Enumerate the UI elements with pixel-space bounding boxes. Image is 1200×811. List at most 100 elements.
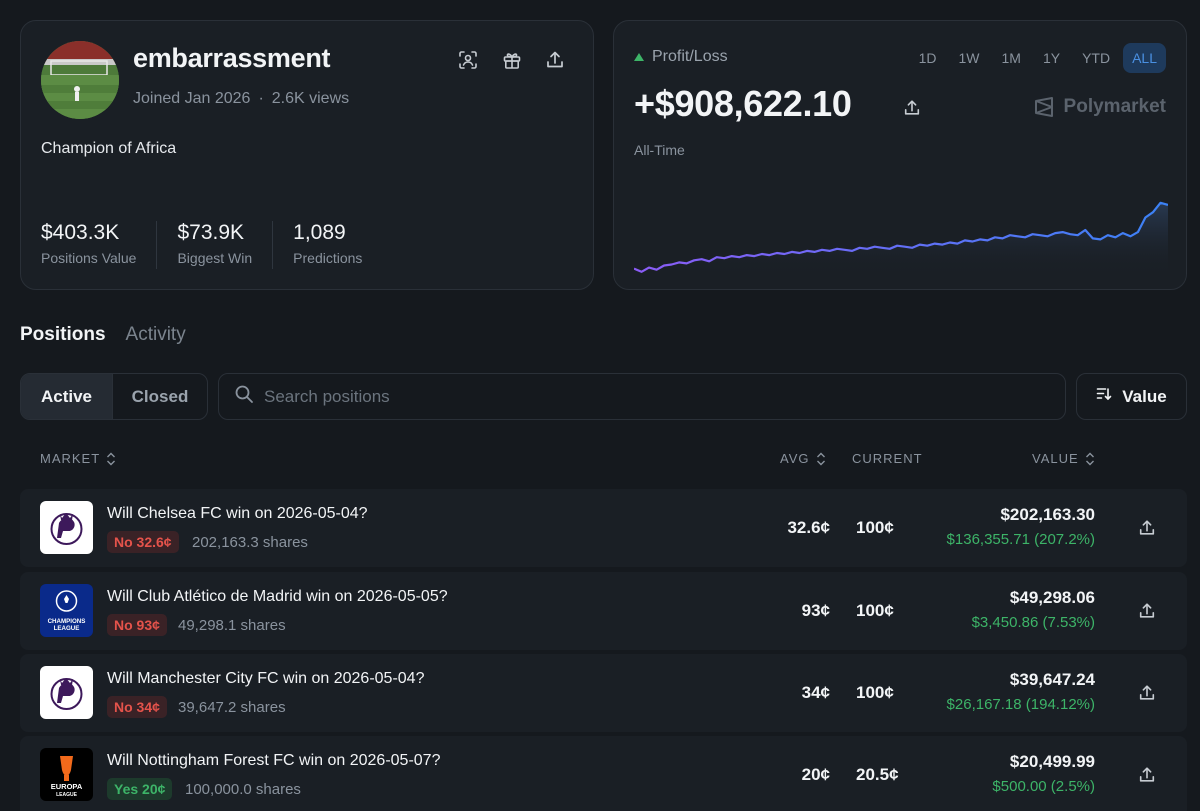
position-gain: $500.00 (2.5%): [992, 778, 1095, 795]
pnl-card: Profit/Loss 1D 1W 1M 1Y YTD ALL +$908,62…: [613, 20, 1187, 290]
search-box: [218, 373, 1066, 420]
search-input[interactable]: [264, 386, 1044, 407]
stat-label: Positions Value: [41, 250, 137, 266]
champions-league-logo: CHAMPIONS LEAGUE: [40, 584, 93, 637]
share-count: 100,000.0 shares: [185, 781, 301, 798]
pnl-title: Profit/Loss: [634, 48, 728, 66]
outcome-badge: Yes 20¢: [107, 778, 173, 800]
pnl-line: [634, 201, 1168, 273]
share-icon[interactable]: [1135, 681, 1159, 705]
sort-chevrons-icon: [816, 452, 825, 465]
pnl-period: All-Time: [634, 142, 685, 158]
table-row[interactable]: Will Chelsea FC win on 2026-05-04? No 32…: [20, 489, 1187, 567]
search-icon: [234, 384, 254, 409]
header-market-label: MARKET: [40, 451, 101, 466]
share-icon[interactable]: [1135, 599, 1159, 623]
table-row[interactable]: EUROPA LEAGUE Will Nottingham Forest FC …: [20, 736, 1187, 811]
status-toggle: Active Closed: [20, 373, 208, 420]
profile-card: embarrassment Joined Jan 2026 · 2.6K views…: [20, 20, 594, 290]
logo-text: LEAGUE: [54, 625, 80, 632]
tab-activity[interactable]: Activity: [125, 324, 186, 345]
sort-label: Value: [1122, 386, 1167, 406]
tab-positions[interactable]: Positions: [20, 324, 106, 345]
range-selector: 1D 1W 1M 1Y YTD ALL: [910, 43, 1166, 73]
avg-price: 34¢: [801, 683, 830, 702]
table-row[interactable]: Will Manchester City FC win on 2026-05-0…: [20, 654, 1187, 732]
range-ytd[interactable]: YTD: [1082, 50, 1111, 66]
header-value-label: VALUE: [1032, 451, 1079, 466]
stat-predictions: 1,089 Predictions: [293, 221, 382, 269]
position-gain: $136,355.71 (207.2%): [946, 531, 1095, 548]
header-avg-label: AVG: [780, 451, 810, 466]
premier-league-logo: [40, 666, 93, 719]
separator-dot: ·: [258, 90, 264, 107]
stat-biggest-win: $73.9K Biggest Win: [177, 221, 274, 269]
sort-icon: [1096, 386, 1112, 407]
gift-icon[interactable]: [500, 48, 524, 72]
position-value: $202,163.30: [1000, 505, 1095, 524]
position-value: $49,298.06: [1009, 588, 1095, 607]
position-gain: $3,450.86 (7.53%): [971, 614, 1095, 631]
share-icon[interactable]: [1135, 516, 1159, 540]
up-arrow-icon: [634, 53, 644, 61]
avg-price: 20¢: [801, 765, 830, 784]
pnl-value: +$908,622.10: [634, 83, 852, 124]
market-question[interactable]: Will Manchester City FC win on 2026-05-0…: [107, 670, 425, 687]
sort-button[interactable]: Value: [1076, 373, 1187, 420]
logo-text: CHAMPIONS: [48, 618, 86, 625]
bio: Champion of Africa: [41, 140, 177, 157]
share-icon[interactable]: [900, 96, 924, 120]
content-tabs: Positions Activity: [20, 324, 186, 346]
stat-value: $73.9K: [177, 221, 245, 244]
current-price: 20.5¢: [856, 765, 899, 784]
polymarket-logo-icon: [1034, 97, 1053, 117]
outcome-badge: No 34¢: [107, 696, 167, 718]
current-price: 100¢: [856, 683, 894, 702]
avg-price: 32.6¢: [787, 518, 830, 537]
range-1m[interactable]: 1M: [1001, 50, 1021, 66]
filter-active-button[interactable]: Active: [21, 374, 113, 419]
stat-value: 1,089: [293, 221, 346, 244]
market-question[interactable]: Will Nottingham Forest FC win on 2026-05…: [107, 752, 441, 769]
header-market[interactable]: MARKET: [40, 451, 116, 466]
joined-date: Joined Jan 2026: [133, 90, 251, 107]
position-value: $20,499.99: [1009, 752, 1095, 771]
share-count: 202,163.3 shares: [192, 534, 308, 551]
position-value: $39,647.24: [1009, 670, 1095, 689]
europa-league-logo: EUROPA LEAGUE: [40, 748, 93, 801]
market-question[interactable]: Will Chelsea FC win on 2026-05-04?: [107, 505, 368, 522]
header-current: CURRENT: [852, 451, 923, 466]
view-count: 2.6K views: [271, 90, 350, 107]
outcome-badge: No 93¢: [107, 614, 167, 636]
scan-icon[interactable]: [456, 48, 480, 72]
current-price: 100¢: [856, 518, 894, 537]
share-icon[interactable]: [543, 48, 567, 72]
stat-positions-value: $403.3K Positions Value: [41, 221, 158, 269]
avg-price: 93¢: [801, 601, 830, 620]
range-1y[interactable]: 1Y: [1042, 50, 1061, 66]
pnl-title-label: Profit/Loss: [652, 48, 728, 65]
pnl-chart: [634, 201, 1168, 277]
premier-league-logo: [40, 501, 93, 554]
share-count: 49,298.1 shares: [178, 617, 286, 634]
profile-stats: $403.3K Positions Value $73.9K Biggest W…: [41, 221, 402, 269]
header-current-label: CURRENT: [852, 451, 923, 466]
current-price: 100¢: [856, 601, 894, 620]
pnl-area: [634, 202, 1168, 277]
range-1d[interactable]: 1D: [918, 50, 937, 66]
brand-name: Polymarket: [1063, 96, 1166, 117]
profile-meta: Joined Jan 2026 · 2.6K views: [133, 90, 349, 108]
logo-text: LEAGUE: [56, 792, 78, 798]
header-value[interactable]: VALUE: [1032, 451, 1095, 466]
market-question[interactable]: Will Club Atlético de Madrid win on 2026…: [107, 588, 448, 605]
avatar[interactable]: [41, 41, 119, 119]
sort-chevrons-icon: [107, 452, 116, 465]
share-icon[interactable]: [1135, 763, 1159, 787]
range-1w[interactable]: 1W: [958, 50, 980, 66]
stat-value: $403.3K: [41, 221, 120, 244]
range-all[interactable]: ALL: [1123, 43, 1166, 73]
filter-closed-button[interactable]: Closed: [131, 386, 189, 406]
table-row[interactable]: CHAMPIONS LEAGUE Will Club Atlético de M…: [20, 572, 1187, 650]
header-avg[interactable]: AVG: [780, 451, 826, 466]
share-count: 39,647.2 shares: [178, 699, 286, 716]
